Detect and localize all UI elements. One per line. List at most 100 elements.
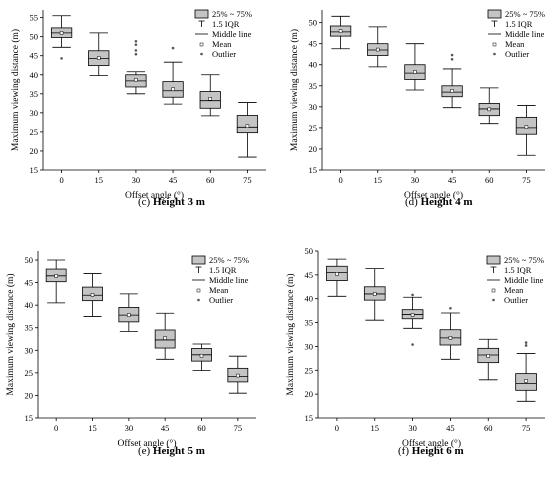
y-tick-label: 20 [25,390,34,400]
mean-marker [163,336,167,340]
caption-label: (e) [138,445,153,457]
mean-marker [59,31,64,35]
x-tick-label: 30 [411,175,420,185]
box-60 [477,338,500,381]
legend-median-label: Middle line [504,275,544,285]
caption-label: (d) [405,196,421,208]
box-75 [515,105,538,156]
legend-box-label: 25% ~ 75% [209,255,249,265]
mean-marker [171,87,175,91]
mean-marker [90,293,95,297]
legend-mean-label: Mean [505,39,525,49]
mean-marker [450,89,454,93]
mean-marker [448,336,453,340]
caption-title: Height 5 m [153,445,205,457]
legend-mean-label: Mean [212,39,232,49]
outlier-point [450,53,454,57]
outlier-point [134,49,138,52]
x-tick-label: 60 [484,423,493,433]
y-tick-label: 55 [30,13,39,23]
box-30 [125,39,147,95]
y-tick-label: 50 [305,246,314,256]
y-axis-title: Maximum viewing distance (m) [5,273,16,395]
x-axis-title: Offset angle (°) [404,190,463,201]
legend-outlier-label: Outlier [504,295,528,305]
mean-marker [127,313,131,317]
outlier-point [171,46,175,50]
outlier-point [60,57,63,60]
outlier-point [411,293,414,297]
box-30 [404,43,426,91]
legend-median-label: Middle line [209,275,249,285]
legend-mean-swatch [492,42,497,47]
legend-box-swatch [487,9,502,19]
y-tick-label: 35 [25,323,34,333]
box-0 [50,15,73,60]
legend-box-swatch [486,255,501,265]
y-tick-label: 15 [25,413,34,423]
chart-panel-d: 15 20 25 30 35 40 45 50 0 15 30 45 60 75 Offset angle … [289,9,545,208]
mean-marker [376,47,380,52]
y-tick-label: 30 [30,108,39,118]
outlier-point [134,39,138,43]
box-0 [326,258,348,297]
mean-marker [524,379,528,383]
x-tick-label: 60 [206,175,215,185]
box-45 [441,53,463,109]
x-tick-label: 45 [448,175,457,185]
mean-marker [487,107,491,112]
x-tick-label: 15 [371,423,380,433]
box-75 [515,341,537,402]
x-tick-label: 30 [408,423,417,433]
x-tick-label: 0 [335,423,339,433]
outlier-point [524,341,528,344]
mean-marker [413,70,417,74]
mean-marker [236,373,240,378]
outlier-point [524,344,528,347]
y-tick-label: 35 [309,81,318,91]
y-tick-label: 40 [305,294,314,304]
y-tick-label: 35 [30,89,39,99]
caption-label: (f) [398,445,412,457]
legend-outlier-swatch [492,298,495,302]
y-axis-title: Maximum viewing distance (m) [285,273,296,395]
y-tick-label: 30 [25,345,34,355]
legend-whisker-label: 1.5 IQR [212,19,240,29]
x-axis-title: Offset angle (°) [125,190,184,201]
x-tick-label: 15 [95,175,104,185]
y-tick-label: 50 [309,18,318,28]
legend-median-label: Middle line [505,29,545,39]
x-axis-title: Offset angle (°) [402,438,461,449]
box-60 [199,74,221,117]
legend-median-label: Middle line [212,29,252,39]
box-30 [401,293,424,346]
mean-marker [335,272,339,276]
y-tick-label: 40 [30,70,39,80]
y-tick-label: 50 [30,32,39,42]
mean-marker [134,77,138,82]
y-tick-label: 25 [25,368,34,378]
legend-box-label: 25% ~ 75% [212,9,252,19]
legend-whisker-label: 1.5 IQR [505,19,533,29]
box-15 [367,26,389,68]
x-tick-label: 75 [522,175,531,185]
legend-outlier-swatch [200,52,203,56]
outlier-point [449,306,452,310]
mean-marker [373,292,377,296]
chart-panel-c: 15 20 25 30 35 40 45 50 55 0 15 30 45 60 75 Offset angl… [10,9,266,208]
box-75 [236,102,259,158]
outlier-point [134,43,138,46]
x-tick-label: 60 [485,175,494,185]
x-tick-label: 0 [54,423,58,433]
x-axis-title: Offset angle (°) [117,438,176,449]
x-tick-label: 30 [125,423,134,433]
outlier-point [411,343,414,346]
y-tick-label: 45 [305,270,314,280]
legend-whisker-label: 1.5 IQR [504,265,532,275]
y-tick-label: 30 [305,341,314,351]
box-15 [82,273,103,317]
